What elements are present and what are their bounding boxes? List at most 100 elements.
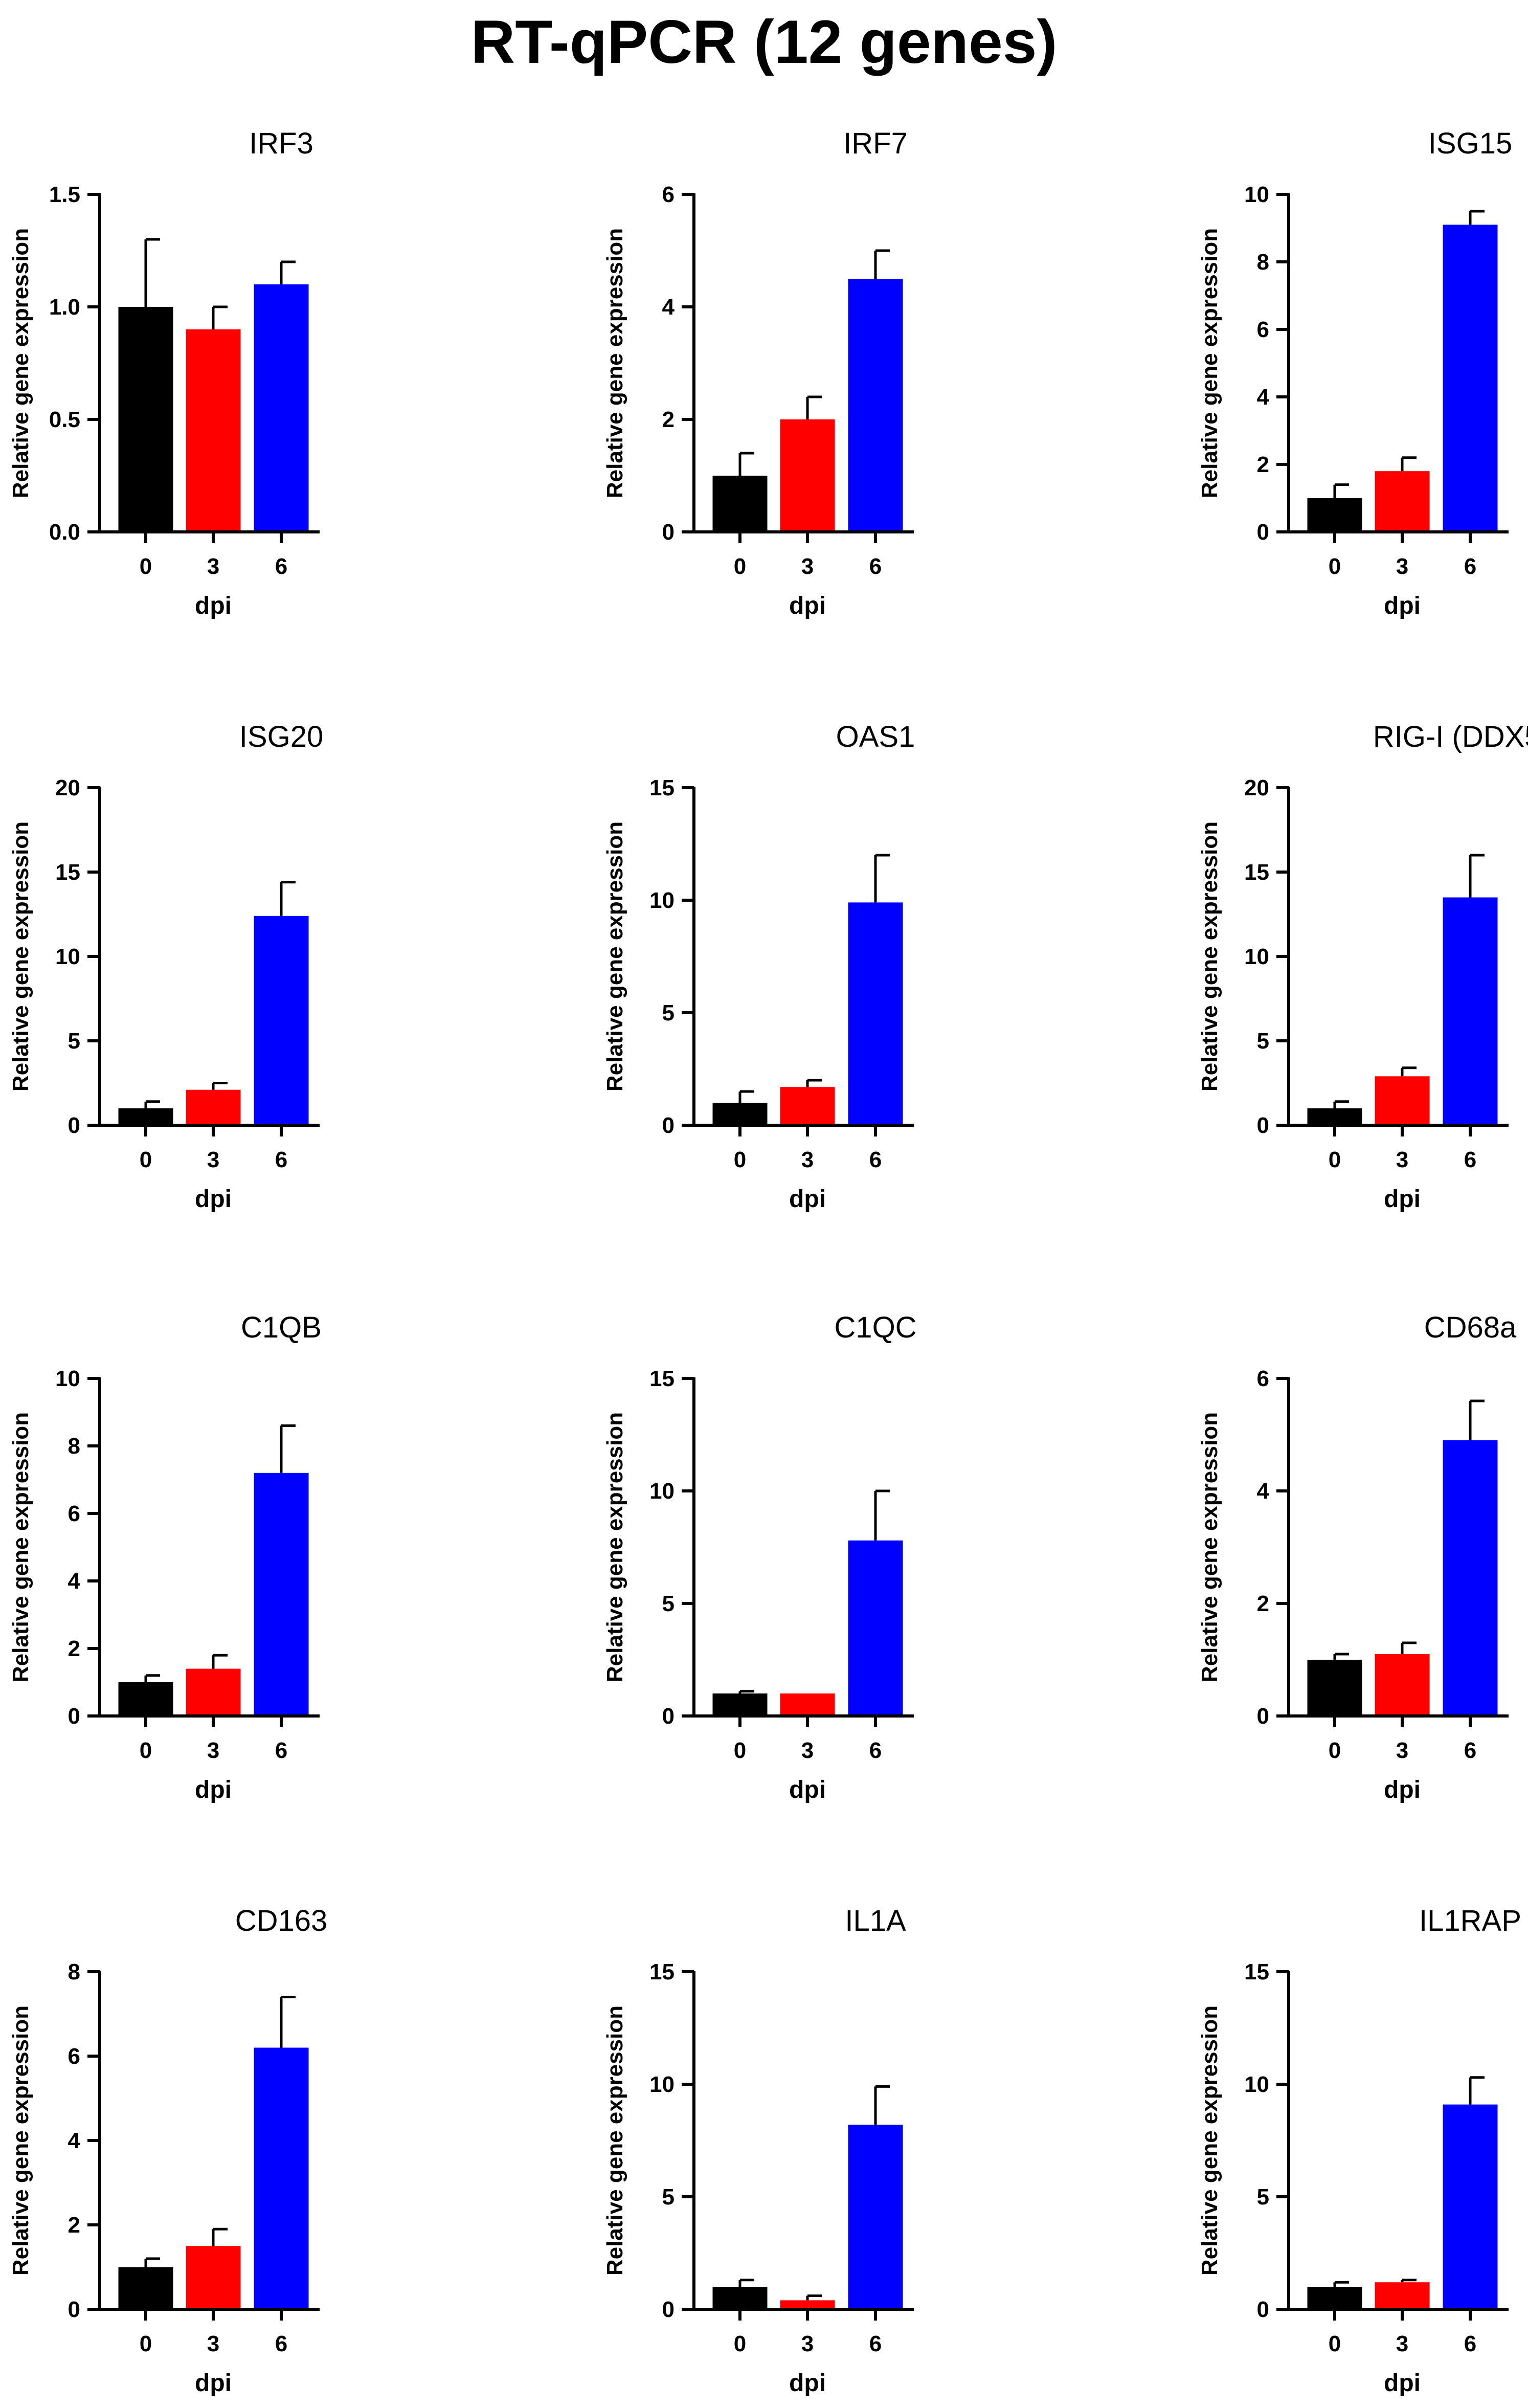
x-axis-label: dpi	[195, 1186, 232, 1213]
y-tick-label: 15	[649, 1959, 675, 1985]
chart-title: IRF7	[843, 127, 908, 160]
x-tick-label: 0	[140, 2331, 152, 2356]
y-tick-label: 0	[68, 1113, 80, 1138]
y-tick-label: 5	[662, 1591, 675, 1616]
bar-6-dpi	[848, 279, 903, 532]
chart-panel-oas1: OAS1 0 5 10 15 0 3 6 dpi Relative gene expression	[602, 720, 915, 1213]
y-axis-label: Relative gene expression	[602, 821, 627, 1091]
y-axis-label: Relative gene expression	[1197, 228, 1222, 498]
x-tick-label: 3	[207, 1147, 219, 1172]
y-tick-label: 6	[68, 2044, 80, 2069]
y-tick-label: 4	[1257, 385, 1270, 410]
x-axis-label: dpi	[195, 592, 232, 619]
y-tick-label: 0.0	[49, 520, 80, 545]
x-tick-label: 3	[1396, 2331, 1408, 2356]
y-tick-label: 1.5	[49, 182, 80, 207]
chart-title: C1QB	[241, 1311, 322, 1344]
y-tick-label: 0	[68, 2297, 80, 2322]
y-tick-label: 6	[68, 1501, 80, 1526]
y-axis-label: Relative gene expression	[1197, 2005, 1222, 2276]
y-tick-label: 0	[68, 1704, 80, 1729]
y-tick-label: 0	[1257, 2297, 1269, 2322]
bar-3-dpi	[1375, 2282, 1430, 2309]
y-tick-label: 2	[662, 407, 675, 432]
x-tick-label: 0	[734, 1738, 746, 1763]
x-tick-label: 6	[1464, 554, 1476, 579]
y-tick-label: 15	[649, 1366, 675, 1391]
y-tick-label: 5	[1257, 1029, 1269, 1054]
y-tick-label: 4	[662, 295, 675, 320]
x-tick-label: 3	[207, 2331, 219, 2356]
x-tick-label: 6	[1464, 2331, 1476, 2356]
bar-6-dpi	[848, 1540, 903, 1716]
bar-0-dpi	[712, 476, 768, 532]
bar-6-dpi	[1443, 897, 1498, 1125]
y-tick-label: 5	[662, 2184, 675, 2210]
y-tick-label: 2	[68, 1636, 80, 1661]
y-tick-label: 6	[1257, 1366, 1269, 1391]
y-tick-label: 8	[1257, 250, 1269, 275]
x-tick-label: 3	[207, 554, 219, 579]
chart-title: ISG20	[239, 720, 323, 753]
x-tick-label: 6	[1464, 1147, 1476, 1172]
y-tick-label: 0.5	[49, 407, 80, 432]
bar-0-dpi	[118, 1108, 173, 1125]
x-tick-label: 3	[801, 2331, 814, 2356]
y-tick-label: 0	[1257, 520, 1269, 545]
y-tick-label: 6	[662, 182, 675, 207]
y-tick-label: 0	[662, 1113, 675, 1138]
x-tick-label: 6	[275, 554, 287, 579]
bar-0-dpi	[712, 2287, 768, 2309]
chart-title: IRF3	[249, 127, 313, 160]
chart-title: IL1RAP	[1419, 1904, 1521, 1937]
x-tick-label: 3	[801, 1147, 814, 1172]
y-tick-label: 5	[68, 1029, 80, 1054]
y-tick-label: 0	[662, 520, 675, 545]
bar-6-dpi	[848, 2125, 903, 2309]
bar-0-dpi	[712, 1103, 768, 1125]
y-tick-label: 2	[1257, 452, 1269, 477]
y-tick-label: 10	[649, 2072, 675, 2097]
y-axis-label: Relative gene expression	[602, 228, 627, 498]
x-axis-label: dpi	[789, 592, 826, 619]
bar-6-dpi	[254, 916, 309, 1125]
x-tick-label: 0	[1329, 554, 1341, 579]
chart-panel-isg20: ISG20 0 5 10 15 20 0 3 6 dpi Relative gene express…	[8, 720, 323, 1213]
chart-panel-isg15: ISG15 0 2 4 6 8 10 0 3 6 dpi Relative gene expressi…	[1197, 127, 1512, 619]
bar-3-dpi	[780, 419, 835, 532]
x-tick-label: 0	[1329, 1738, 1341, 1763]
x-tick-label: 6	[869, 1147, 882, 1172]
y-tick-label: 8	[68, 1959, 80, 1985]
bar-0-dpi	[1307, 1660, 1362, 1716]
chart-title: RIG-I (DDX58)	[1373, 720, 1528, 753]
y-tick-label: 4	[1257, 1479, 1270, 1504]
y-tick-label: 10	[55, 1366, 80, 1391]
x-tick-label: 0	[1329, 1147, 1341, 1172]
x-tick-label: 3	[801, 554, 814, 579]
bar-0-dpi	[712, 1693, 768, 1716]
x-axis-label: dpi	[1384, 1186, 1421, 1213]
y-tick-label: 0	[1257, 1113, 1269, 1138]
y-axis-label: Relative gene expression	[1197, 821, 1222, 1091]
bar-3-dpi	[1375, 471, 1430, 532]
x-tick-label: 6	[275, 2331, 287, 2356]
x-tick-label: 6	[869, 554, 882, 579]
bar-6-dpi	[1443, 2104, 1498, 2309]
y-tick-label: 15	[1244, 860, 1269, 885]
bar-0-dpi	[118, 1682, 173, 1716]
y-tick-label: 20	[55, 775, 80, 800]
chart-panel-irf3: IRF3 0.0 0.5 1.0 1.5 0 3 6 dpi Relative gene expr…	[8, 127, 320, 619]
x-tick-label: 3	[801, 1738, 814, 1763]
chart-panel-il1rap: IL1RAP 0 5 10 15 0 3 6 dpi Relative gene expressi…	[1197, 1904, 1521, 2397]
bar-3-dpi	[1375, 1076, 1430, 1125]
x-axis-label: dpi	[789, 1776, 826, 1803]
chart-title: OAS1	[836, 720, 915, 753]
bar-3-dpi	[186, 329, 241, 532]
y-tick-label: 4	[68, 2128, 81, 2153]
x-tick-label: 3	[1396, 1147, 1408, 1172]
y-tick-label: 4	[68, 1569, 81, 1594]
y-axis-label: Relative gene expression	[1197, 1412, 1222, 1682]
x-tick-label: 3	[1396, 554, 1408, 579]
y-tick-label: 2	[1257, 1591, 1269, 1616]
bar-3-dpi	[186, 1668, 241, 1716]
